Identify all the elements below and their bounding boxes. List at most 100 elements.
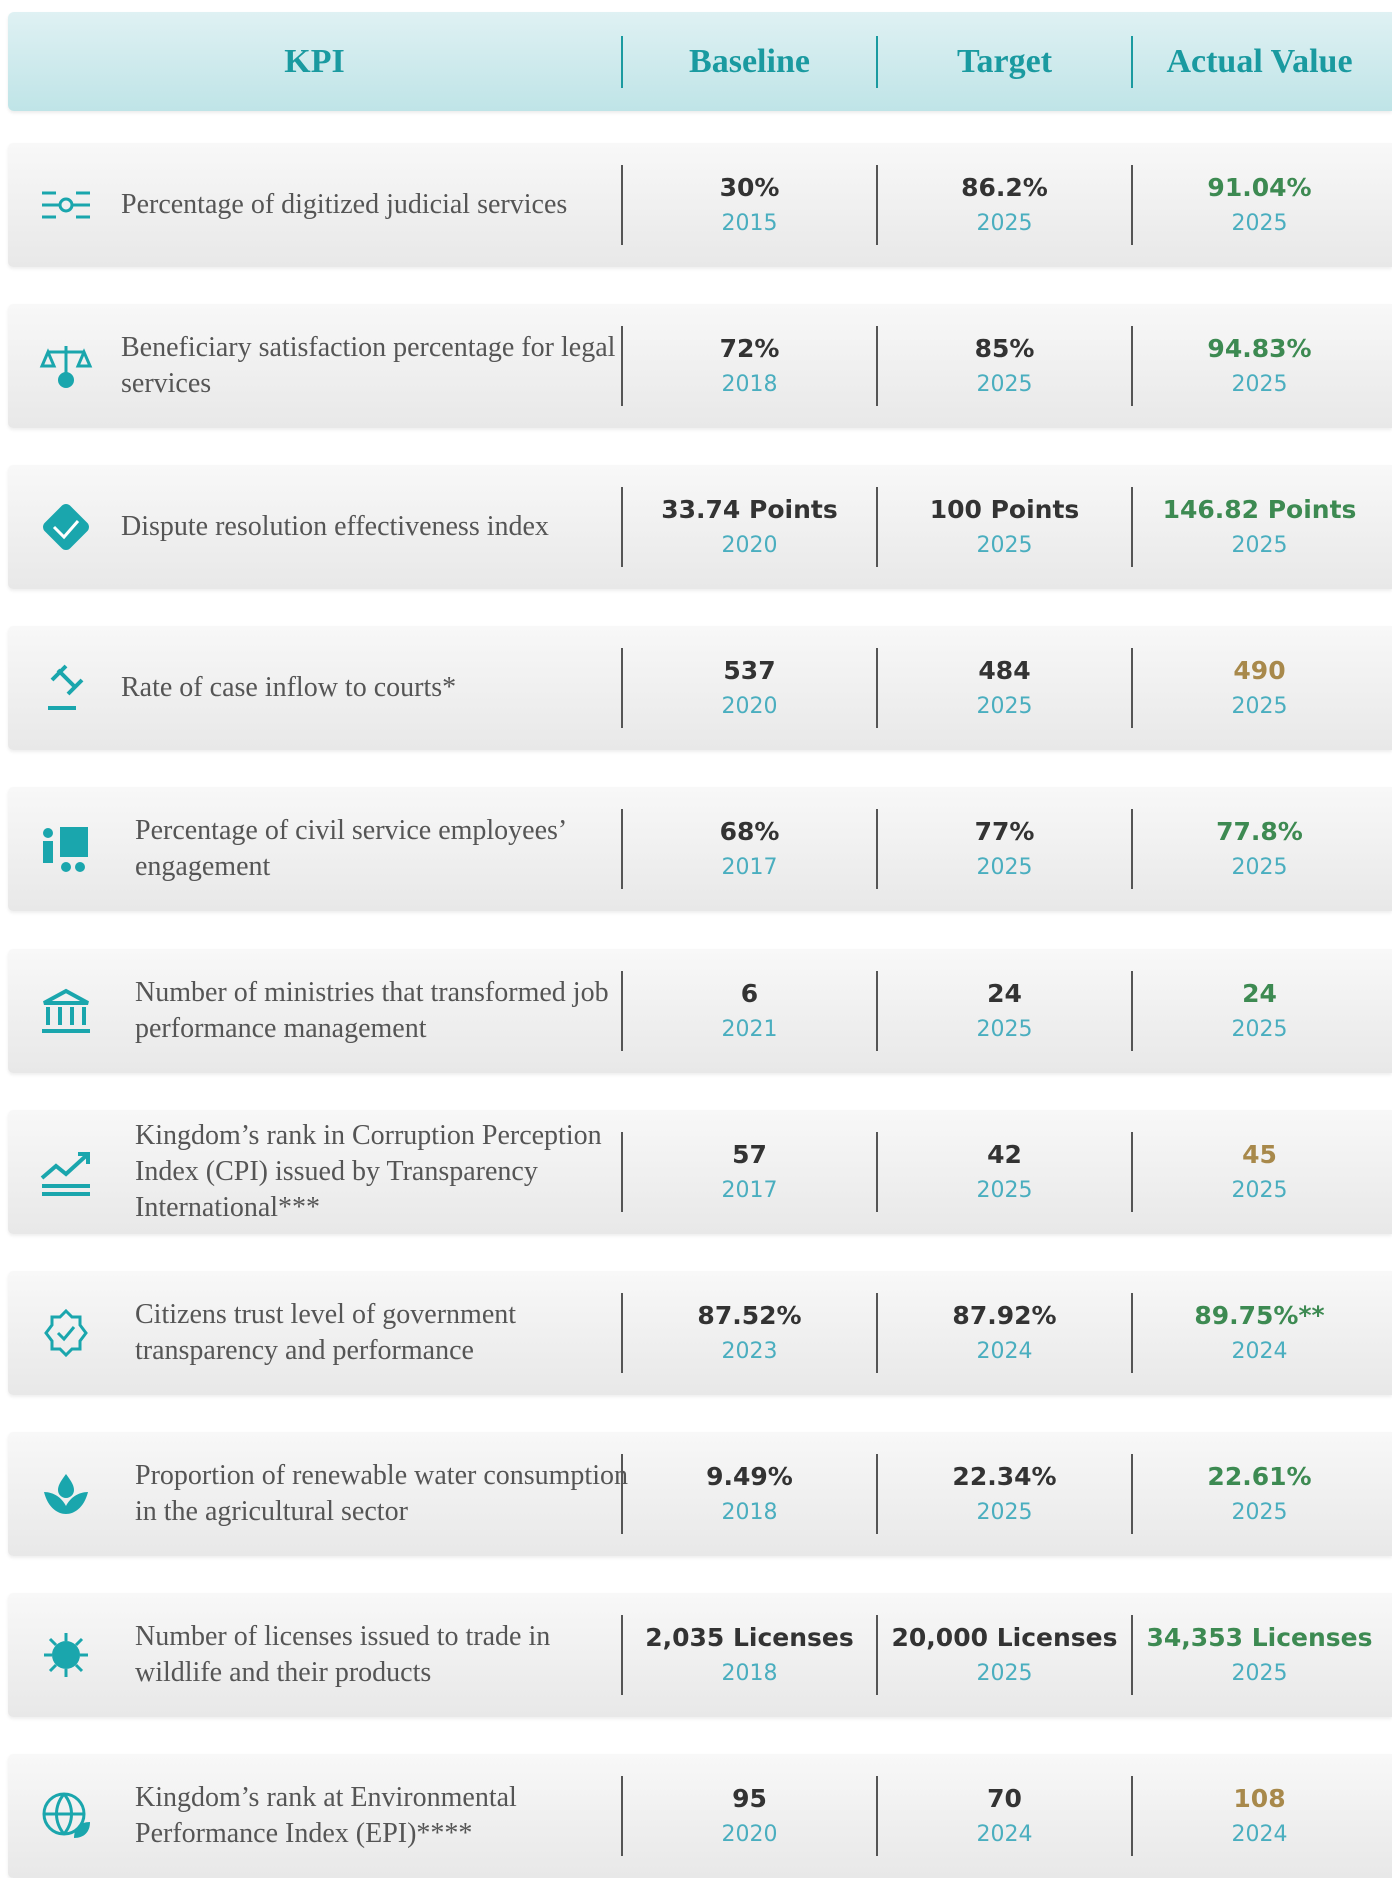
divider	[621, 1776, 623, 1856]
divider	[1131, 36, 1133, 88]
baseline-cell: 30% 2015	[623, 165, 876, 245]
kpi-row: Number of ministries that transformed jo…	[8, 948, 1392, 1073]
divider	[876, 326, 878, 407]
divider	[621, 1131, 623, 1212]
actual-year: 2025	[1231, 855, 1288, 881]
kpi-icon	[42, 1792, 90, 1838]
baseline-year: 2020	[721, 533, 778, 559]
actual-value: 45	[1242, 1139, 1277, 1169]
kpi-row: Rate of case inflow to courts* 537 2020 484…	[8, 626, 1392, 751]
baseline-year: 2020	[721, 694, 778, 720]
baseline-cell: 6 2021	[623, 971, 876, 1051]
divider	[876, 1453, 878, 1534]
baseline-cell: 72% 2018	[623, 326, 876, 406]
divider	[621, 487, 623, 568]
divider	[876, 36, 878, 88]
baseline-value: 537	[723, 656, 776, 686]
divider	[1131, 326, 1133, 407]
divider	[876, 1131, 878, 1212]
actual-cell: 34,353 Licenses 2025	[1133, 1615, 1386, 1695]
divider	[621, 36, 623, 88]
actual-value: 22.61%	[1207, 1461, 1312, 1491]
baseline-cell: 68% 2017	[623, 809, 876, 889]
target-value: 42	[987, 1139, 1022, 1169]
kpi-icon	[43, 504, 89, 551]
divider	[621, 809, 623, 890]
baseline-year: 2018	[721, 1660, 778, 1686]
baseline-year: 2017	[721, 855, 778, 881]
kpi-icon	[42, 988, 90, 1033]
baseline-value: 9.49%	[706, 1461, 793, 1491]
actual-value: 146.82 Points	[1162, 495, 1357, 525]
target-year: 2025	[976, 533, 1033, 559]
baseline-year: 2023	[721, 1338, 778, 1364]
actual-year: 2025	[1231, 211, 1288, 236]
target-cell: 24 2025	[878, 971, 1131, 1051]
target-value: 77%	[974, 817, 1035, 847]
kpi-icon	[44, 1308, 88, 1357]
kpi-icon	[43, 827, 88, 873]
kpi-label: Percentage of civil service employees’ e…	[135, 815, 566, 883]
actual-value: 89.75%**	[1194, 1300, 1325, 1330]
actual-cell: 146.82 Points 2025	[1133, 487, 1386, 567]
actual-value: 91.04%	[1207, 173, 1312, 202]
kpi-row: Dispute resolution effectiveness index 33…	[8, 465, 1392, 590]
kpi-row: Percentage of civil service employees’ e…	[8, 787, 1392, 912]
baseline-value: 30%	[719, 173, 780, 202]
kpi-label: Percentage of digitized judicial service…	[121, 189, 568, 220]
kpi-label: Rate of case inflow to courts*	[121, 672, 457, 704]
actual-year: 2025	[1231, 1016, 1288, 1042]
kpi-label: Dispute resolution effectiveness index	[121, 511, 549, 543]
divider	[876, 809, 878, 890]
actual-year: 2024	[1231, 1338, 1288, 1364]
divider	[1131, 1776, 1133, 1856]
actual-cell: 22.61% 2025	[1133, 1454, 1386, 1534]
baseline-value: 72%	[719, 334, 780, 364]
target-year: 2025	[976, 1499, 1033, 1525]
baseline-value: 33.74 Points	[661, 495, 838, 525]
kpi-label: Citizens trust level of government trans…	[135, 1298, 517, 1366]
divider	[1131, 648, 1133, 729]
divider	[1131, 809, 1133, 890]
actual-year: 2025	[1231, 1660, 1288, 1686]
kpi-row: Beneficiary satisfaction percentage for …	[8, 304, 1392, 429]
divider	[1131, 1131, 1133, 1212]
baseline-year: 2018	[721, 1499, 778, 1525]
baseline-cell: 9.49% 2018	[623, 1454, 876, 1534]
kpi-label: Kingdom’s rank in Corruption Perception …	[135, 1119, 602, 1223]
kpi-icon	[42, 191, 90, 219]
kpi-label: Proportion of renewable water consumptio…	[135, 1459, 628, 1527]
kpi-icon	[44, 1632, 88, 1677]
baseline-cell: 57 2017	[623, 1132, 876, 1212]
actual-value: 77.8%	[1216, 817, 1303, 847]
target-value: 70	[987, 1784, 1022, 1813]
actual-year: 2024	[1231, 1822, 1288, 1847]
target-value: 20,000 Licenses	[891, 1622, 1118, 1652]
target-cell: 484 2025	[878, 648, 1131, 728]
actual-cell: 108 2024	[1133, 1776, 1386, 1856]
header-kpi: KPI	[284, 42, 345, 80]
baseline-year: 2021	[721, 1016, 778, 1042]
baseline-value: 57	[732, 1139, 767, 1169]
target-cell: 42 2025	[878, 1132, 1131, 1212]
divider	[1131, 487, 1133, 568]
actual-year: 2025	[1231, 1177, 1288, 1203]
baseline-value: 87.52%	[697, 1300, 802, 1330]
kpi-row: Kingdom’s rank in Corruption Perception …	[8, 1109, 1392, 1234]
target-value: 86.2%	[961, 173, 1048, 202]
kpi-icon	[39, 346, 93, 389]
divider	[1131, 1614, 1133, 1695]
kpi-label: Beneficiary satisfaction percentage for …	[121, 332, 616, 400]
target-value: 22.34%	[952, 1461, 1057, 1491]
kpi-label: Number of ministries that transformed jo…	[135, 976, 609, 1044]
divider	[621, 1614, 623, 1695]
target-value: 100 Points	[929, 495, 1080, 525]
kpi-icon	[48, 664, 84, 711]
target-year: 2025	[976, 211, 1033, 236]
baseline-year: 2017	[721, 1177, 778, 1203]
divider	[621, 1453, 623, 1534]
target-year: 2024	[976, 1338, 1033, 1364]
baseline-value: 68%	[719, 817, 780, 847]
kpi-icon	[44, 1473, 88, 1514]
